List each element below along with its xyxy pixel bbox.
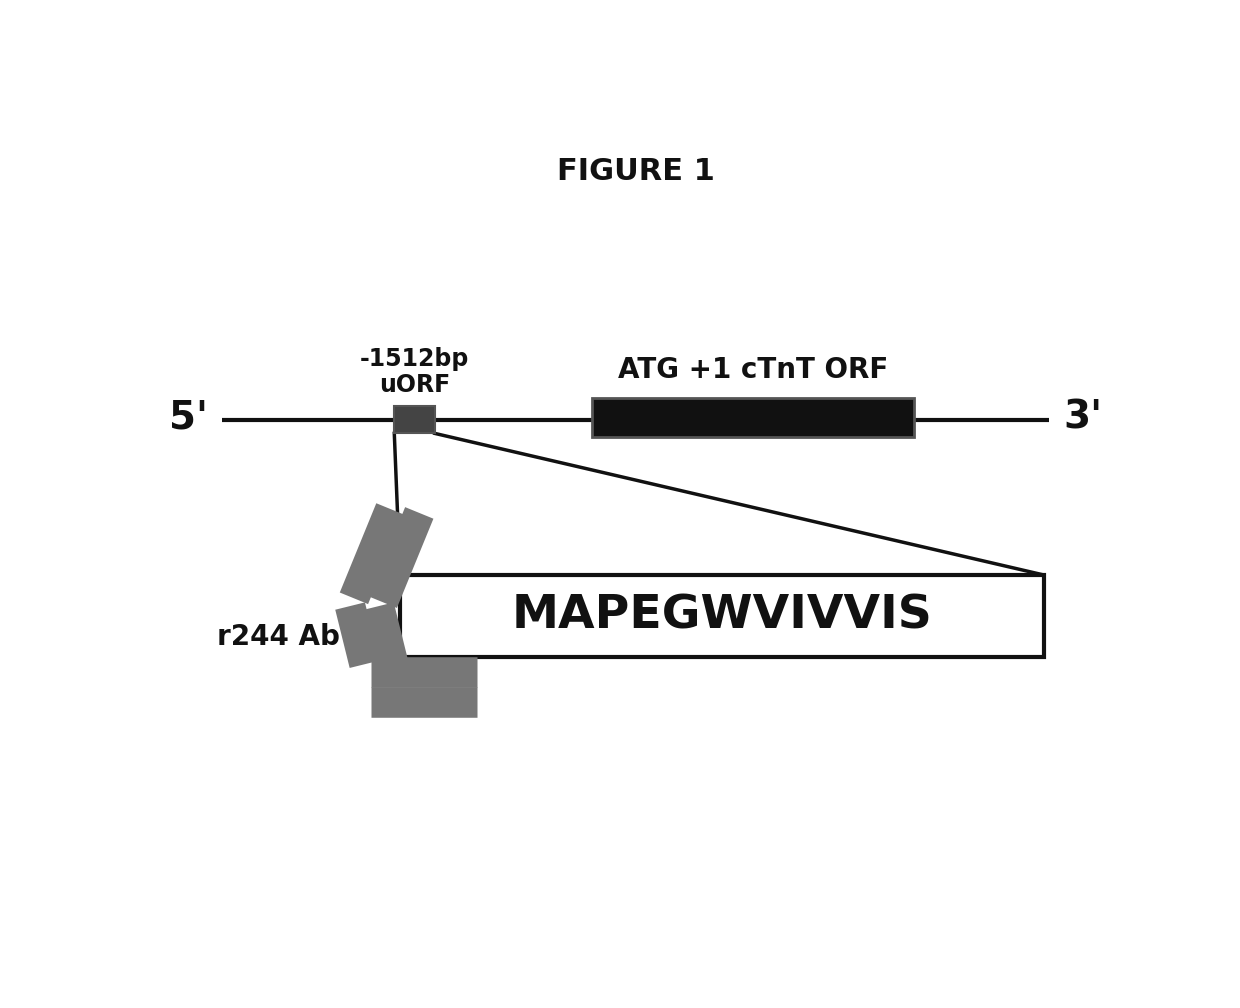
Text: -1512bp: -1512bp [360,348,469,371]
Bar [593,398,914,436]
Text: uORF: uORF [379,373,450,397]
Text: 3': 3' [1063,398,1102,436]
Bar [401,575,1044,656]
Bar [394,406,435,433]
Text: MAPEGWVIVVIS: MAPEGWVIVVIS [512,594,932,638]
Text: ATG +1 cTnT ORF: ATG +1 cTnT ORF [618,356,888,384]
Text: r244 Ab: r244 Ab [217,623,340,651]
Text: FIGURE 1: FIGURE 1 [557,157,714,185]
Text: 5': 5' [169,398,208,436]
